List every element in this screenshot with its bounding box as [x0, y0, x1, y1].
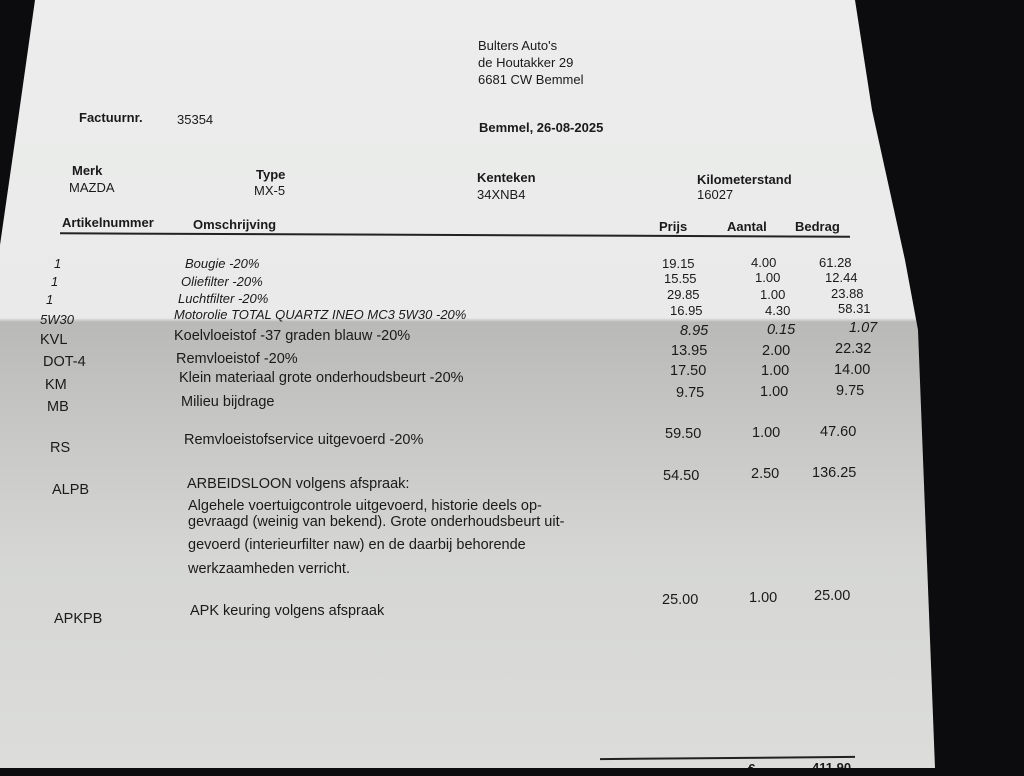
line-desc: Luchtfilter -20% [178, 291, 269, 306]
col-aantal: Aantal [727, 219, 767, 234]
line-art: 1 [54, 256, 62, 271]
invoice-place-date: Bemmel, 26-08-2025 [479, 120, 604, 135]
line-prijs: 29.85 [667, 287, 700, 302]
line-prijs: 17.50 [670, 363, 707, 379]
line-aantal: 2.00 [762, 343, 791, 359]
line-note: werkzaamheden verricht. [188, 561, 350, 577]
type-value: MX-5 [254, 183, 286, 198]
line-aantal: 1.00 [760, 287, 786, 302]
line-art: APKPB [54, 611, 103, 627]
line-art: KM [45, 377, 67, 393]
line-aantal: 1.00 [761, 363, 790, 379]
line-art: ALPB [52, 482, 90, 498]
company-city: 6681 CW Bemmel [478, 72, 584, 87]
line-aantal: 1.00 [752, 425, 781, 441]
km-label: Kilometerstand [697, 172, 792, 187]
col-omschrijving: Omschrijving [193, 217, 277, 232]
line-note: Algehele voertuigcontrole uitgevoerd, hi… [188, 498, 542, 514]
line-art: RS [50, 440, 71, 456]
total-currency: € [748, 761, 756, 776]
line-bedrag: 61.28 [819, 255, 852, 270]
line-bedrag: 58.31 [838, 301, 871, 316]
invoice-number-label: Factuurnr. [79, 110, 143, 125]
line-desc: Remvloeistofservice uitgevoerd -20% [184, 432, 424, 448]
line-prijs: 13.95 [671, 343, 708, 359]
line-prijs: 9.75 [676, 385, 705, 401]
line-bedrag: 25.00 [814, 588, 851, 604]
line-bedrag: 47.60 [820, 424, 857, 440]
line-prijs: 25.00 [662, 592, 699, 608]
line-note: gevraagd (weinig van bekend). Grote onde… [188, 514, 565, 530]
line-prijs: 19.15 [662, 256, 695, 271]
total-amount: 411.90 [812, 760, 852, 775]
line-desc: APK keuring volgens afspraak [190, 603, 385, 619]
line-bedrag: 22.32 [835, 341, 872, 357]
col-artikel: Artikelnummer [62, 215, 154, 230]
line-prijs: 59.50 [665, 426, 702, 442]
line-bedrag: 12.44 [825, 270, 858, 285]
col-prijs: Prijs [659, 219, 688, 234]
line-desc: Motorolie TOTAL QUARTZ INEO MC3 5W30 -20… [174, 307, 467, 322]
line-art: DOT-4 [43, 354, 86, 370]
line-art: 1 [46, 292, 54, 307]
line-desc: Oliefilter -20% [181, 274, 263, 289]
line-desc: Klein materiaal grote onderhoudsbeurt -2… [179, 370, 464, 386]
company-street: de Houtakker 29 [478, 55, 574, 70]
line-prijs: 54.50 [663, 468, 700, 484]
invoice-number: 35354 [177, 112, 214, 127]
merk-value: MAZDA [69, 180, 115, 195]
line-art: KVL [40, 332, 68, 348]
line-desc: Koelvloeistof -37 graden blauw -20% [174, 328, 411, 344]
kenteken-label: Kenteken [477, 170, 536, 185]
line-art: MB [47, 399, 69, 415]
type-label: Type [256, 167, 286, 182]
line-bedrag: 136.25 [812, 465, 857, 481]
line-bedrag: 14.00 [834, 362, 871, 378]
line-bedrag: 1.07 [849, 320, 878, 336]
kenteken-value: 34XNB4 [477, 187, 526, 202]
line-aantal: 4.00 [751, 255, 777, 270]
line-desc: Remvloeistof -20% [176, 351, 298, 367]
line-aantal: 2.50 [751, 466, 780, 482]
km-value: 16027 [697, 187, 734, 202]
line-prijs: 16.95 [670, 303, 703, 318]
line-art: 5W30 [40, 312, 74, 327]
line-art: 1 [51, 274, 59, 289]
line-bedrag: 9.75 [836, 383, 865, 399]
line-desc: Milieu bijdrage [181, 394, 275, 410]
line-aantal: 1.00 [749, 590, 778, 606]
line-prijs: 8.95 [680, 323, 709, 339]
line-note: gevoerd (interieurfilter naw) en de daar… [188, 537, 526, 553]
col-bedrag: Bedrag [795, 219, 840, 234]
line-aantal: 1.00 [755, 270, 781, 285]
line-aantal: 0.15 [767, 322, 796, 338]
line-prijs: 15.55 [664, 271, 697, 286]
line-desc: ARBEIDSLOON volgens afspraak: [187, 476, 410, 492]
line-aantal: 1.00 [760, 384, 789, 400]
company-name: Bulters Auto's [478, 38, 558, 53]
line-aantal: 4.30 [765, 303, 791, 318]
line-bedrag: 23.88 [831, 286, 864, 301]
line-desc: Bougie -20% [185, 256, 260, 271]
merk-label: Merk [72, 163, 103, 178]
